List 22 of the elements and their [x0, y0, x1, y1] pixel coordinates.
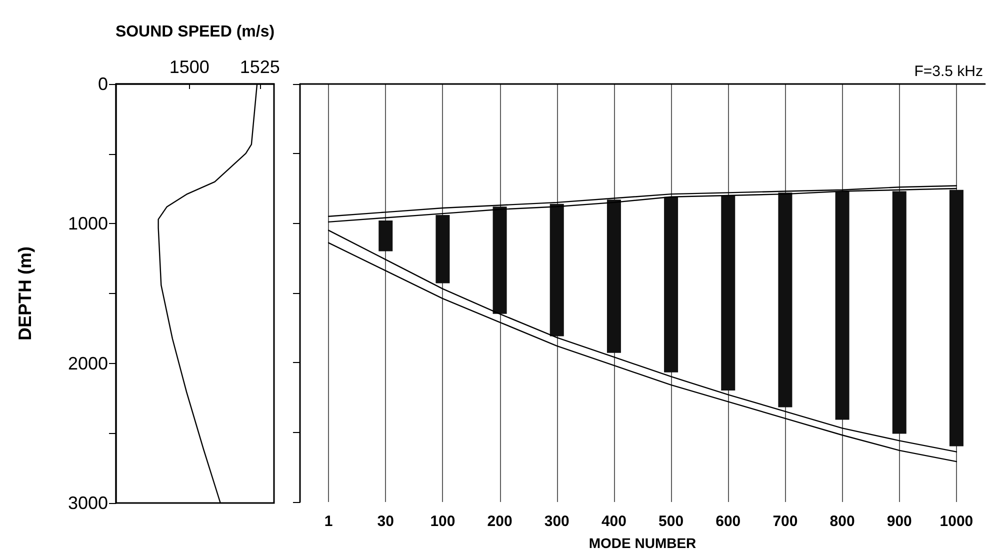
x-tick-label: 800	[830, 513, 855, 530]
x-tick-label: 300	[544, 513, 570, 530]
x-tick-label: 400	[601, 513, 626, 530]
y-axis-title: DEPTH (m)	[15, 246, 35, 340]
x-tick-label: 900	[886, 513, 912, 530]
text: F=3.5 kHz	[914, 63, 984, 80]
x-tick-label: 1525	[240, 57, 280, 77]
y-tick-label: 3000	[68, 493, 108, 513]
x-axis-title: MODE NUMBER	[588, 535, 696, 551]
y-tick-label: 0	[98, 74, 108, 94]
x-axis-title: SOUND SPEED (m/s)	[115, 24, 275, 40]
x-tick-label: 200	[487, 513, 512, 530]
y-tick-label: 1000	[68, 214, 108, 234]
x-tick-label: 500	[658, 513, 684, 530]
x-tick-label: 1	[324, 513, 333, 530]
x-tick-label: 700	[772, 513, 798, 530]
x-tick-label: 30	[377, 513, 394, 530]
y-tick-label: 2000	[68, 353, 108, 374]
x-tick-label: 1500	[169, 57, 210, 77]
x-tick-label: 1000	[940, 513, 974, 530]
x-tick-label: 100	[430, 513, 456, 530]
x-tick-label: 600	[716, 513, 741, 530]
